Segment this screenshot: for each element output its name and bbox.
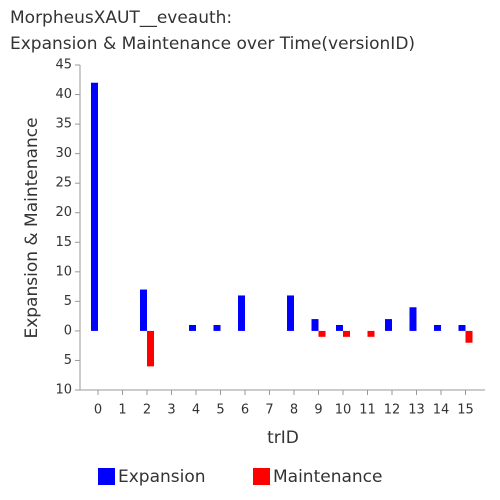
x-tick-label: 3 xyxy=(167,403,175,418)
bar xyxy=(189,325,196,331)
y-tick-label: 5 xyxy=(64,294,72,309)
y-tick-label: 5 xyxy=(64,353,72,368)
bar xyxy=(238,295,245,331)
bar xyxy=(343,330,350,337)
bar xyxy=(147,330,154,367)
x-tick-label: 9 xyxy=(314,403,322,418)
chart-title: MorpheusXAUT__eveauth: xyxy=(10,8,232,28)
bar xyxy=(409,307,417,331)
x-tick-label: 11 xyxy=(359,403,376,418)
legend-swatch xyxy=(98,468,115,485)
legend-label: Expansion xyxy=(118,467,206,487)
x-tick-label: 8 xyxy=(290,403,298,418)
x-tick-label: 7 xyxy=(265,403,273,418)
bar xyxy=(311,319,319,331)
x-tick-label: 4 xyxy=(192,403,200,418)
bar xyxy=(434,325,441,331)
y-tick-label: 0 xyxy=(64,323,72,338)
legend-swatch xyxy=(253,468,270,485)
x-tick-label: 14 xyxy=(433,403,450,418)
bar xyxy=(213,325,221,331)
x-tick-label: 0 xyxy=(94,403,102,418)
bar xyxy=(318,330,326,337)
y-tick-label: 20 xyxy=(55,205,72,220)
x-tick-label: 13 xyxy=(408,403,425,418)
y-tick-label: 10 xyxy=(55,383,72,398)
y-tick-label: 45 xyxy=(55,58,72,73)
bar xyxy=(91,82,98,331)
x-tick-label: 12 xyxy=(384,403,401,418)
legend-label: Maintenance xyxy=(273,467,382,487)
y-tick-label: 30 xyxy=(55,146,72,161)
bar xyxy=(140,289,147,331)
x-axis-label: trID xyxy=(267,428,299,448)
y-tick-label: 35 xyxy=(55,117,72,132)
bar xyxy=(465,330,473,343)
y-axis-label: Expansion & Maintenance xyxy=(22,117,42,338)
bar xyxy=(287,295,294,331)
x-tick-label: 5 xyxy=(216,403,224,418)
y-tick-label: 40 xyxy=(55,87,72,102)
x-tick-label: 6 xyxy=(241,403,249,418)
bar xyxy=(458,325,466,331)
y-tick-label: 25 xyxy=(55,176,72,191)
x-tick-label: 15 xyxy=(457,403,474,418)
bar xyxy=(336,325,343,331)
x-tick-label: 1 xyxy=(118,403,126,418)
y-tick-label: 10 xyxy=(55,264,72,279)
y-tick-label: 15 xyxy=(55,235,72,250)
chart-subtitle: Expansion & Maintenance over Time(versio… xyxy=(10,34,415,54)
bar xyxy=(367,330,375,337)
x-tick-label: 2 xyxy=(143,403,151,418)
x-tick-label: 10 xyxy=(335,403,352,418)
bar xyxy=(385,319,392,331)
